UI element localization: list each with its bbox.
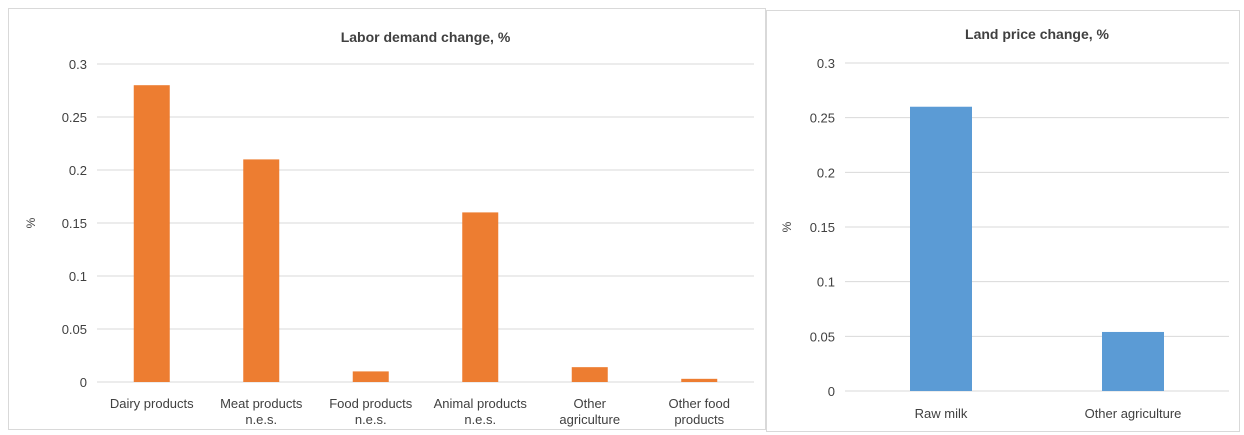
labor-bar [133, 85, 170, 382]
labor-category-label: Other food products [669, 396, 730, 427]
land-y-tick-label: 0.15 [810, 220, 835, 235]
labor-demand-chart-svg: Labor demand change, %% 0 0.05 0.1 0.15 0.2 0.… [24, 29, 754, 427]
labor-bar [352, 371, 389, 382]
labor-chart-title: Labor demand change, % [341, 29, 511, 45]
labor-y-tick-label: 0 [80, 375, 87, 390]
land-y-tick-label: 0.25 [810, 111, 835, 126]
labor-category-label: Dairy products [110, 396, 194, 411]
land-y-tick-label: 0.05 [810, 329, 835, 344]
labor-bar [681, 378, 718, 382]
land-y-tick-label: 0.1 [817, 275, 835, 290]
land-category-label: Raw milk [915, 406, 968, 421]
labor-y-tick-label: 0.15 [62, 216, 87, 231]
land-price-chart-svg: Land price change, %% 0 0.05 0.1 0.15 0.2 0.25… [780, 26, 1229, 421]
land-y-tick-label: 0.2 [817, 165, 835, 180]
land-y-tick-label: 0 [828, 384, 835, 399]
land-category-label: Other agriculture [1085, 406, 1182, 421]
labor-bar [571, 367, 608, 382]
labor-demand-chart: Labor demand change, %% 0 0.05 0.1 0.15 0.2 0.… [8, 8, 766, 430]
land-y-tick-label: 0.3 [817, 56, 835, 71]
land-price-chart: Land price change, %% 0 0.05 0.1 0.15 0.2 0.25… [766, 10, 1240, 432]
labor-category-label: Meat products n.e.s. [220, 396, 303, 427]
labor-category-label: Other agriculture [559, 396, 620, 427]
labor-y-axis-label: % [24, 217, 38, 228]
land-y-axis-label: % [780, 221, 794, 232]
land-bar [910, 106, 972, 391]
land-chart-title: Land price change, % [965, 26, 1109, 42]
labor-category-label: Food products n.e.s. [329, 396, 413, 427]
labor-y-tick-label: 0.05 [62, 322, 87, 337]
labor-y-tick-label: 0.3 [69, 57, 87, 72]
land-bar [1102, 331, 1164, 391]
labor-bar [462, 212, 499, 382]
labor-bar [243, 159, 280, 382]
labor-y-tick-label: 0.1 [69, 269, 87, 284]
labor-y-tick-label: 0.2 [69, 163, 87, 178]
labor-y-tick-label: 0.25 [62, 110, 87, 125]
labor-category-label: Animal products n.e.s. [434, 396, 528, 427]
